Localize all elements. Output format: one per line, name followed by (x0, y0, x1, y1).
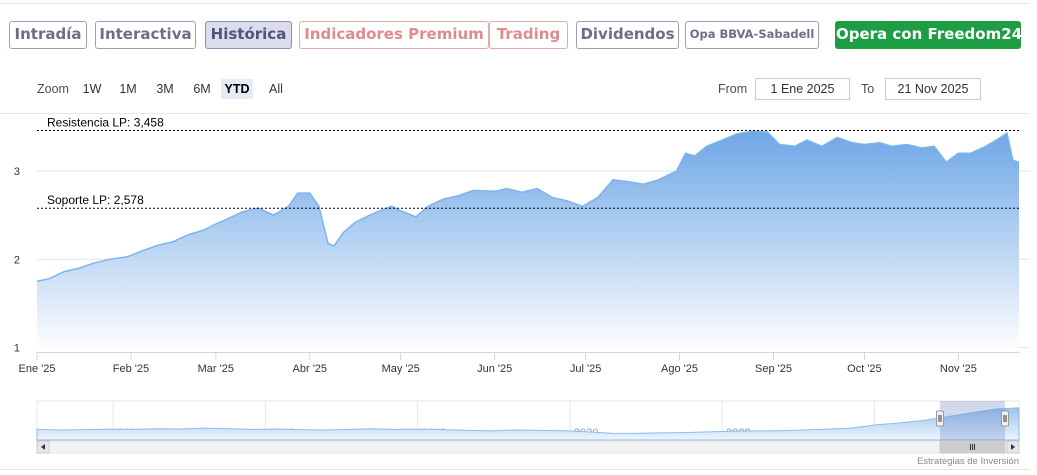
zoom-label: Zoom (37, 82, 69, 96)
tab-histórica[interactable]: Histórica (205, 21, 292, 49)
plot-line-label: Resistencia LP: 3,458 (47, 116, 164, 130)
zoom-button-6m[interactable]: 6M (193, 82, 211, 96)
chart-credits[interactable]: Estrategias de Inversión (917, 456, 1019, 467)
top-divider (0, 3, 1030, 4)
navigator-left-handle[interactable] (936, 410, 944, 427)
tab-interactiva[interactable]: Interactiva (95, 21, 196, 49)
x-tick-label: Mar '25 (198, 363, 234, 375)
navigator-scrollbar-track[interactable] (36, 440, 1020, 454)
zoom-button-3m[interactable]: 3M (156, 82, 174, 96)
x-tick-label: Jun '25 (477, 363, 512, 375)
x-tick-label: Jul '25 (570, 363, 601, 375)
x-tick-label: Abr '25 (293, 363, 328, 375)
from-label: From (718, 82, 748, 96)
tab-opa-bbva-sabadell[interactable]: Opa BBVA-Sabadell (685, 21, 819, 49)
series-area (37, 131, 1019, 352)
zoom-button-ytd[interactable]: YTD (221, 79, 253, 99)
zoom-button-1m[interactable]: 1M (119, 82, 137, 96)
plot-line-label: Soporte LP: 2,578 (47, 193, 144, 207)
navigator-series (36, 407, 1020, 441)
tab-opera-con-freedom24[interactable]: Opera con Freedom24 (835, 21, 1022, 49)
y-tick-label: 3 (14, 166, 20, 178)
scroll-left-arrow-icon (41, 444, 45, 450)
scroll-right-arrow-icon (1011, 444, 1015, 450)
zoom-button-1w[interactable]: 1W (82, 82, 102, 96)
x-tick-label: Ago '25 (661, 363, 698, 375)
to-label: To (861, 82, 875, 96)
tab-indicadores-premium[interactable]: Indicadores Premium (299, 21, 489, 49)
navigator-selection (940, 401, 1005, 440)
navigator-right-handle[interactable] (1001, 410, 1009, 427)
series-line (36, 130, 1020, 283)
x-tick-label: Oct '25 (847, 363, 882, 375)
y-tick-label: 1 (14, 343, 20, 355)
y-tick-label: 2 (14, 254, 20, 266)
tab-dividendos[interactable]: Dividendos (576, 21, 679, 49)
x-tick-label: Sep '25 (755, 363, 792, 375)
tab-intradía[interactable]: Intradía (9, 21, 87, 49)
x-tick-label: May '25 (382, 363, 420, 375)
zoom-button-all[interactable]: All (269, 82, 283, 96)
x-tick-label: Feb '25 (113, 363, 149, 375)
x-tick-label: Ene '25 (19, 363, 56, 375)
from-date-input[interactable]: 1 Ene 2025 (755, 78, 850, 100)
tab-trading[interactable]: Trading (489, 21, 568, 49)
x-tick-label: Nov '25 (940, 363, 977, 375)
chart-top-divider (0, 113, 1030, 114)
to-date-input[interactable]: 21 Nov 2025 (885, 78, 981, 100)
